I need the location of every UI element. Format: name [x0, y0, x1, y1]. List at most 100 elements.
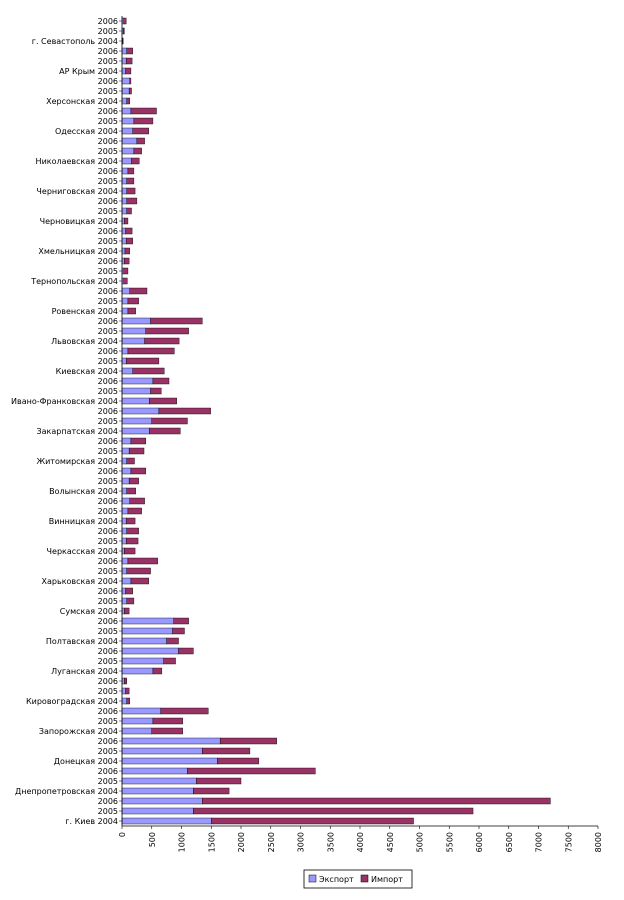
bar-export	[121, 87, 130, 95]
bar-export	[121, 817, 212, 825]
bar-export	[121, 617, 174, 625]
bar-export	[121, 177, 127, 185]
category-label: 2005	[98, 117, 118, 126]
category-label: 2006	[98, 527, 118, 536]
category-label: Харьковская 2004	[42, 577, 118, 586]
bar-import	[126, 697, 130, 705]
bar-import	[133, 147, 142, 155]
category-label: Винницкая 2004	[49, 517, 118, 526]
category-label: 2005	[98, 147, 118, 156]
category-label: 2005	[98, 687, 118, 696]
category-label: Сумская 2004	[60, 607, 118, 616]
category-label: 2006	[98, 227, 118, 236]
bar-import	[122, 37, 124, 45]
bar-export	[121, 207, 127, 215]
category-label: 2006	[98, 557, 118, 566]
category-label: 2005	[98, 417, 118, 426]
category-label: 2006	[98, 797, 118, 806]
category-label: Киевская 2004	[56, 367, 118, 376]
category-label: 2006	[98, 677, 118, 686]
bar-import	[126, 97, 130, 105]
bar-import	[166, 637, 179, 645]
category-label: 2006	[98, 77, 118, 86]
bar-import	[125, 227, 133, 235]
category-label: 2006	[98, 197, 118, 206]
bar-export	[121, 477, 130, 485]
x-tick-label: 4500	[386, 832, 395, 852]
bar-export	[121, 187, 127, 195]
bar-export	[121, 787, 194, 795]
category-label: Днепропетровская 2004	[15, 787, 118, 796]
bar-export	[121, 397, 150, 405]
category-label: Закарпатская 2004	[37, 427, 118, 436]
bar-import	[124, 677, 127, 685]
bar-import	[211, 817, 414, 825]
bar-import	[125, 517, 136, 525]
category-label: 2006	[98, 317, 118, 326]
category-label: Тернопольская 2004	[30, 277, 118, 286]
legend-swatch-import	[360, 874, 369, 883]
category-label: 2006	[98, 437, 118, 446]
x-tick-label: 0	[118, 832, 127, 837]
category-label: 2006	[98, 257, 118, 266]
category-label: 2005	[98, 327, 118, 336]
x-tick-label: 4000	[356, 832, 365, 852]
bar-import	[126, 47, 133, 55]
bar-import	[202, 797, 551, 805]
bar-export	[121, 707, 161, 715]
category-label: 2005	[98, 237, 118, 246]
bar-import	[126, 457, 135, 465]
bar-export	[121, 577, 132, 585]
category-label: 2006	[98, 17, 118, 26]
bar-export	[121, 77, 130, 85]
category-label: 2005	[98, 477, 118, 486]
bar-import	[193, 787, 230, 795]
bar-import	[129, 497, 145, 505]
category-label: Херсонская 2004	[46, 97, 118, 106]
bar-import	[128, 87, 132, 95]
bar-import	[132, 127, 149, 135]
bar-export	[121, 597, 127, 605]
x-tick-label: 1000	[178, 832, 187, 852]
bar-import	[149, 427, 181, 435]
category-label: Черновицкая 2004	[40, 217, 118, 226]
bar-import	[122, 27, 125, 35]
category-label: 2006	[98, 707, 118, 716]
bar-import	[123, 17, 127, 25]
bar-import	[126, 567, 151, 575]
category-label: 2005	[98, 537, 118, 546]
bar-export	[121, 47, 127, 55]
bar-export	[121, 737, 221, 745]
bar-export	[121, 457, 127, 465]
bar-export	[121, 377, 154, 385]
category-label: 2005	[98, 567, 118, 576]
category-label: Ивано-Франковская 2004	[11, 397, 118, 406]
category-label: 2006	[98, 287, 118, 296]
bar-import	[129, 77, 132, 85]
category-label: 2006	[98, 647, 118, 656]
bar-import	[123, 267, 129, 275]
category-label: 2005	[98, 57, 118, 66]
bar-import	[149, 397, 177, 405]
category-label: 2006	[98, 587, 118, 596]
bar-import	[126, 527, 139, 535]
x-tick-label: 6500	[505, 832, 514, 852]
bar-import	[124, 607, 130, 615]
category-label: 2005	[98, 267, 118, 276]
bar-import	[126, 197, 138, 205]
category-label: 2006	[98, 137, 118, 146]
category-label: 2006	[98, 167, 118, 176]
legend-label-export: Экспорт	[319, 875, 354, 884]
bar-import	[127, 307, 136, 315]
bar-export	[121, 227, 126, 235]
bar-import	[151, 727, 183, 735]
bar-import	[131, 157, 140, 165]
bar-import	[124, 247, 130, 255]
category-label: 2005	[98, 657, 118, 666]
bar-export	[121, 127, 133, 135]
bar-export	[121, 727, 152, 735]
category-label: 2006	[98, 617, 118, 626]
bar-export	[121, 557, 129, 565]
legend-box	[303, 869, 413, 889]
